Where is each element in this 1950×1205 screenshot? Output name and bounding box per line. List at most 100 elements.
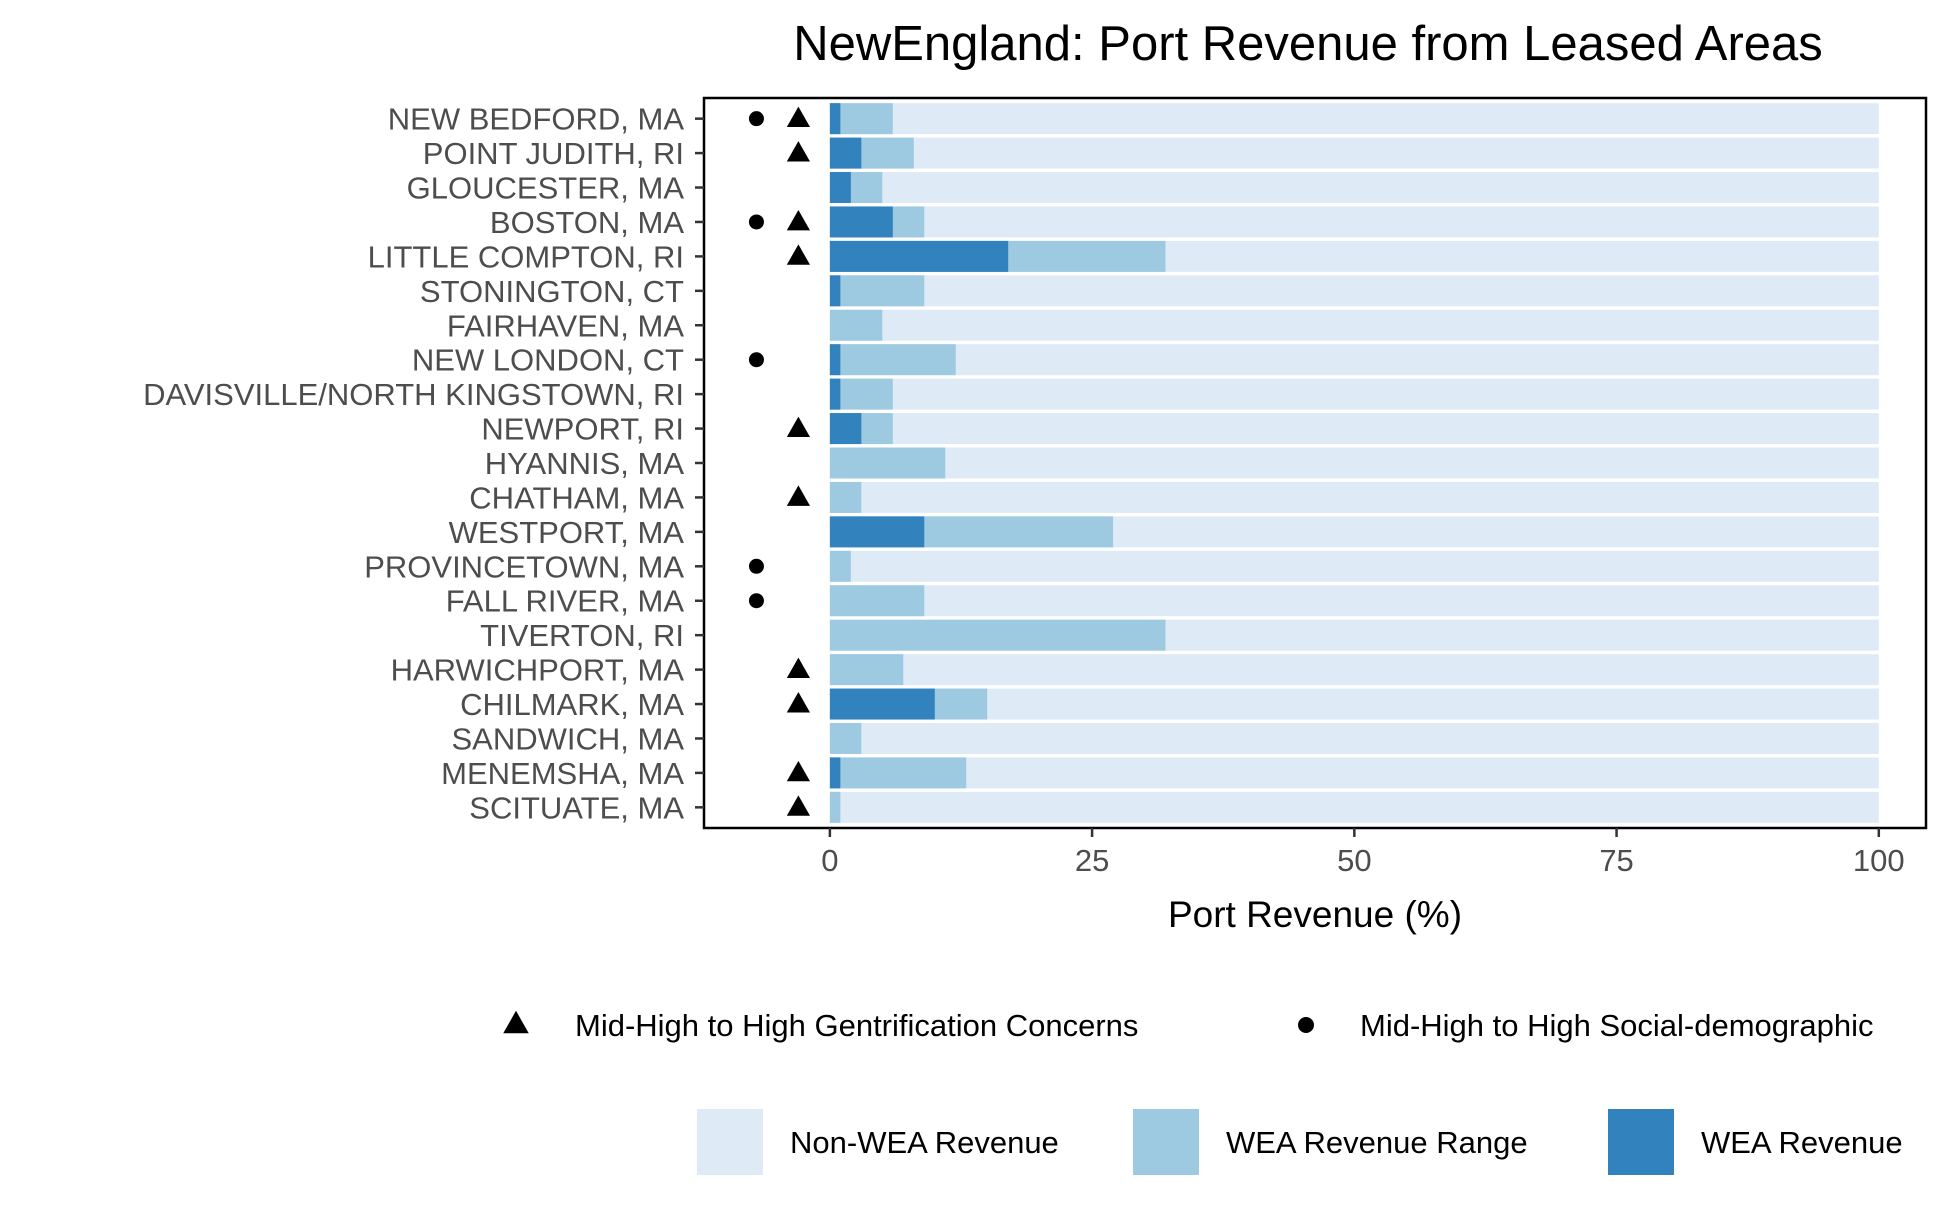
bar-wea-revenue-davisville-north-kingstown-ri <box>829 378 841 410</box>
bars-layer <box>829 103 1879 823</box>
gentrification-marker-scituate-ma <box>786 795 811 816</box>
x-tick-label: 25 <box>1075 843 1109 878</box>
legend-gentrification-label: Mid-High to High Gentrification Concerns <box>575 1008 1138 1043</box>
x-axis-title: Port Revenue (%) <box>1168 894 1462 935</box>
gentrification-marker-point-judith-ri <box>786 141 811 162</box>
y-tick-label: CHATHAM, MA <box>469 480 684 515</box>
social-demographic-marker-provincetown-ma <box>748 558 764 574</box>
legend-label-wea-revenue: WEA Revenue <box>1701 1125 1903 1160</box>
bar-non-wea-revenue-point-judith-ri <box>829 137 1879 169</box>
bar-wea-revenue-range-menemsha-ma <box>829 757 967 789</box>
legend-social-demographic-icon <box>1298 1017 1314 1033</box>
bar-non-wea-revenue-davisville-north-kingstown-ri <box>829 378 1879 410</box>
bar-wea-revenue-range-new-london-ct <box>829 344 956 376</box>
gentrification-marker-menemsha-ma <box>786 760 811 782</box>
bar-wea-revenue-range-sandwich-ma <box>829 722 862 754</box>
y-tick-label: FALL RIVER, MA <box>446 584 685 619</box>
bar-wea-revenue-newport-ri <box>829 413 862 445</box>
markers-layer <box>748 106 811 816</box>
gentrification-marker-little-compton-ri <box>786 244 811 265</box>
bar-wea-revenue-range-fairhaven-ma <box>829 309 883 341</box>
y-tick-label: GLOUCESTER, MA <box>407 171 685 206</box>
bar-wea-revenue-chilmark-ma <box>829 688 935 720</box>
legend-markers: Mid-High to High Gentrification Concerns… <box>503 1008 1873 1043</box>
y-tick-label: BOSTON, MA <box>490 205 684 240</box>
y-tick-label: CHILMARK, MA <box>460 687 684 722</box>
bar-non-wea-revenue-boston-ma <box>829 206 1879 238</box>
y-tick-label: STONINGTON, CT <box>420 274 684 309</box>
bar-wea-revenue-little-compton-ri <box>829 240 1009 272</box>
gentrification-marker-harwichport-ma <box>786 657 811 679</box>
bar-wea-revenue-range-provincetown-ma <box>829 550 851 582</box>
bar-non-wea-revenue-hyannis-ma <box>829 447 1879 479</box>
y-tick-label: LITTLE COMPTON, RI <box>368 239 684 274</box>
y-tick-label: SCITUATE, MA <box>469 790 684 825</box>
social-demographic-marker-fall-river-ma <box>748 593 764 609</box>
y-tick-label: POINT JUDITH, RI <box>423 136 684 171</box>
bar-non-wea-revenue-sandwich-ma <box>829 722 1879 754</box>
x-tick-label: 50 <box>1337 843 1371 878</box>
bar-wea-revenue-stonington-ct <box>829 275 841 307</box>
x-axis: 0 25 50 75 100 <box>821 828 1905 878</box>
bar-wea-revenue-gloucester-ma <box>829 172 851 204</box>
legend-gentrification-icon <box>503 1010 529 1034</box>
gentrification-marker-newport-ri <box>786 416 811 437</box>
y-tick-label: HYANNIS, MA <box>485 446 685 481</box>
bar-wea-revenue-boston-ma <box>829 206 893 238</box>
legend-label-wea-revenue-range: WEA Revenue Range <box>1226 1125 1528 1160</box>
legend-key-non-wea-revenue <box>697 1109 763 1175</box>
bar-wea-revenue-westport-ma <box>829 516 925 548</box>
bar-non-wea-revenue-chatham-ma <box>829 481 1879 513</box>
y-tick-label: FAIRHAVEN, MA <box>447 308 684 343</box>
social-demographic-marker-new-london-ct <box>748 352 764 368</box>
y-tick-label: PROVINCETOWN, MA <box>364 549 684 584</box>
y-tick-label: WESTPORT, MA <box>449 515 685 550</box>
x-tick-label: 0 <box>821 843 838 878</box>
bar-non-wea-revenue-new-london-ct <box>829 344 1879 376</box>
chart-title: NewEngland: Port Revenue from Leased Are… <box>793 17 1823 71</box>
bar-non-wea-revenue-harwichport-ma <box>829 654 1879 686</box>
legend-label-non-wea-revenue: Non-WEA Revenue <box>790 1125 1059 1160</box>
y-tick-label: SANDWICH, MA <box>452 721 685 756</box>
gentrification-marker-boston-ma <box>786 209 811 231</box>
bar-non-wea-revenue-provincetown-ma <box>829 550 1879 582</box>
y-tick-label: MENEMSHA, MA <box>441 756 684 791</box>
legend-key-wea-revenue-range <box>1133 1109 1199 1175</box>
bar-wea-revenue-menemsha-ma <box>829 757 841 789</box>
bar-non-wea-revenue-menemsha-ma <box>829 757 1879 789</box>
y-tick-label: HARWICHPORT, MA <box>391 653 685 688</box>
y-tick-label: NEWPORT, RI <box>481 412 684 447</box>
bar-non-wea-revenue-new-bedford-ma <box>829 103 1879 135</box>
bar-non-wea-revenue-stonington-ct <box>829 275 1879 307</box>
bar-wea-revenue-range-chatham-ma <box>829 481 862 513</box>
gentrification-marker-chatham-ma <box>786 485 811 506</box>
bar-non-wea-revenue-scituate-ma <box>829 791 1879 823</box>
bar-wea-revenue-new-bedford-ma <box>829 103 841 135</box>
bar-wea-revenue-range-stonington-ct <box>829 275 925 307</box>
y-tick-label: DAVISVILLE/NORTH KINGSTOWN, RI <box>143 377 684 412</box>
bar-non-wea-revenue-newport-ri <box>829 413 1879 445</box>
gentrification-marker-new-bedford-ma <box>786 106 811 128</box>
bar-wea-revenue-range-tiverton-ri <box>829 619 1166 651</box>
y-tick-label: TIVERTON, RI <box>480 618 684 653</box>
y-tick-label: NEW LONDON, CT <box>412 343 684 378</box>
legend-fills: Non-WEA Revenue WEA Revenue Range WEA Reve… <box>697 1109 1903 1175</box>
bar-non-wea-revenue-gloucester-ma <box>829 172 1879 204</box>
bar-wea-revenue-range-scituate-ma <box>829 791 841 823</box>
bar-non-wea-revenue-fall-river-ma <box>829 585 1879 617</box>
gentrification-marker-chilmark-ma <box>786 692 811 713</box>
x-tick-label: 100 <box>1853 843 1905 878</box>
social-demographic-marker-boston-ma <box>748 214 764 230</box>
social-demographic-marker-new-bedford-ma <box>748 111 764 127</box>
y-tick-label: NEW BEDFORD, MA <box>388 102 685 137</box>
bar-wea-revenue-range-hyannis-ma <box>829 447 946 479</box>
legend-key-wea-revenue <box>1608 1109 1674 1175</box>
bar-wea-revenue-range-fall-river-ma <box>829 585 925 617</box>
bar-wea-revenue-new-london-ct <box>829 344 841 376</box>
x-tick-label: 75 <box>1599 843 1633 878</box>
bar-wea-revenue-point-judith-ri <box>829 137 862 169</box>
bar-wea-revenue-range-harwichport-ma <box>829 654 904 686</box>
